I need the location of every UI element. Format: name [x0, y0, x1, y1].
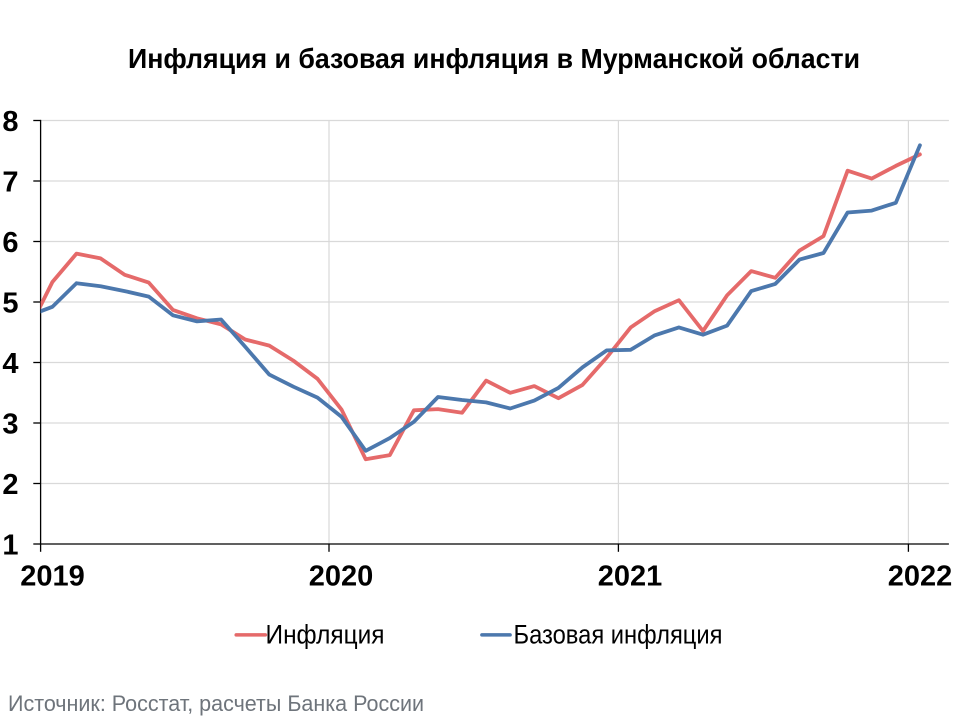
- svg-text:1: 1: [2, 530, 18, 562]
- svg-text:6: 6: [2, 227, 18, 259]
- svg-text:Источник: Росстат, расчеты Бан: Источник: Росстат, расчеты Банка России: [8, 691, 424, 716]
- svg-text:2022: 2022: [888, 561, 953, 593]
- svg-text:2019: 2019: [20, 561, 85, 593]
- svg-text:Базовая инфляция: Базовая инфляция: [514, 620, 723, 650]
- svg-text:2020: 2020: [309, 561, 374, 593]
- svg-text:4: 4: [2, 348, 18, 380]
- svg-text:3: 3: [2, 409, 18, 441]
- svg-text:8: 8: [2, 106, 18, 138]
- svg-text:Инфляция и базовая инфляция в: Инфляция и базовая инфляция в Мурманской…: [128, 43, 860, 74]
- svg-text:7: 7: [2, 167, 18, 199]
- svg-text:2: 2: [2, 469, 18, 501]
- svg-text:Инфляция: Инфляция: [266, 620, 385, 650]
- svg-text:2021: 2021: [598, 561, 663, 593]
- svg-text:5: 5: [2, 288, 18, 320]
